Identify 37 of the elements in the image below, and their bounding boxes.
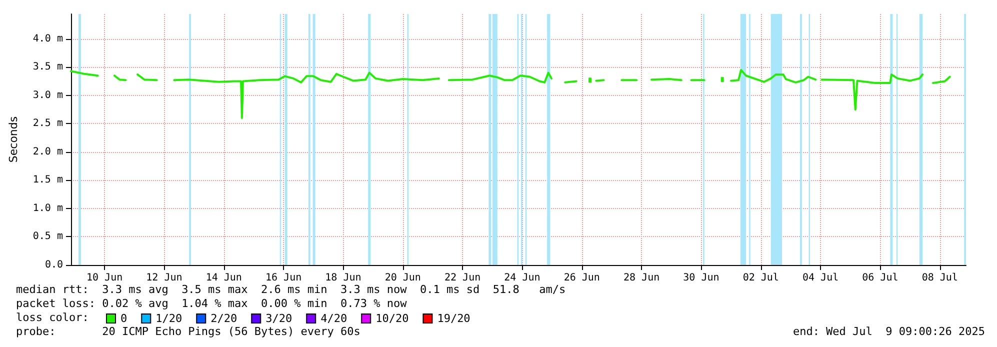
- x-tick-label: 16 Jun: [266, 272, 302, 284]
- text: packet loss: 0.02 % avg 1.04 % max 0.00 % min 0.73 % now: [16, 297, 408, 310]
- x-tick-label: 26 Jun: [564, 272, 600, 284]
- x-tick-label: 20 Jun: [384, 272, 421, 284]
- y-tick-label: 1.5 m: [32, 174, 63, 186]
- legend-label: 4/20: [320, 312, 348, 325]
- legend-label: 3/20: [266, 312, 292, 325]
- x-tick-label: 06 Jul: [862, 272, 898, 284]
- legend-title: loss color:: [16, 311, 89, 324]
- x-tick-label: 10 Jun: [86, 272, 123, 284]
- y-tick-label: 0.0: [44, 260, 63, 270]
- legend-label: 19/20: [437, 312, 470, 325]
- legend-label: 1/20: [156, 312, 182, 325]
- x-tick-label: 24 Jun: [504, 272, 540, 284]
- y-tick-label: 2.5 m: [32, 118, 63, 130]
- y-axis-title: Seconds: [7, 116, 20, 163]
- legend-label: 2/20: [210, 312, 238, 325]
- legend-label: 0: [120, 312, 128, 325]
- y-tick-label: 4.0 m: [32, 33, 63, 44]
- y-tick-label: 0.5 m: [32, 231, 63, 242]
- y-tick-label: 3.5 m: [32, 62, 63, 73]
- y-tick-label: 2.0 m: [32, 146, 63, 158]
- x-tick-label: 12 Jun: [146, 272, 182, 284]
- x-tick-label: 04 Jul: [802, 272, 839, 284]
- x-tick-label: 08 Jul: [922, 272, 958, 284]
- text: end: Wed Jul 9 09:00:26 2025: [792, 325, 986, 338]
- legend-label: 10/20: [376, 312, 409, 325]
- text: probe: 20 ICMP Echo Pings (56 Bytes) every 60s: [16, 325, 360, 338]
- text: median rtt: 3.3 ms avg 3.5 ms max 2.6 ms min 3.3 ms now 0.1 ms sd 51.8 am/s: [16, 283, 566, 296]
- y-tick-label: 3.0 m: [32, 90, 63, 101]
- y-tick-label: 1.0 m: [32, 202, 63, 214]
- x-tick-label: 30 Jun: [683, 272, 720, 284]
- x-tick-label: 18 Jun: [325, 272, 362, 284]
- x-tick-label: 28 Jun: [624, 272, 660, 284]
- x-tick-label: 02 Jul: [742, 272, 779, 284]
- x-tick-label: 22 Jun: [444, 272, 481, 284]
- x-tick-label: 14 Jun: [206, 272, 242, 284]
